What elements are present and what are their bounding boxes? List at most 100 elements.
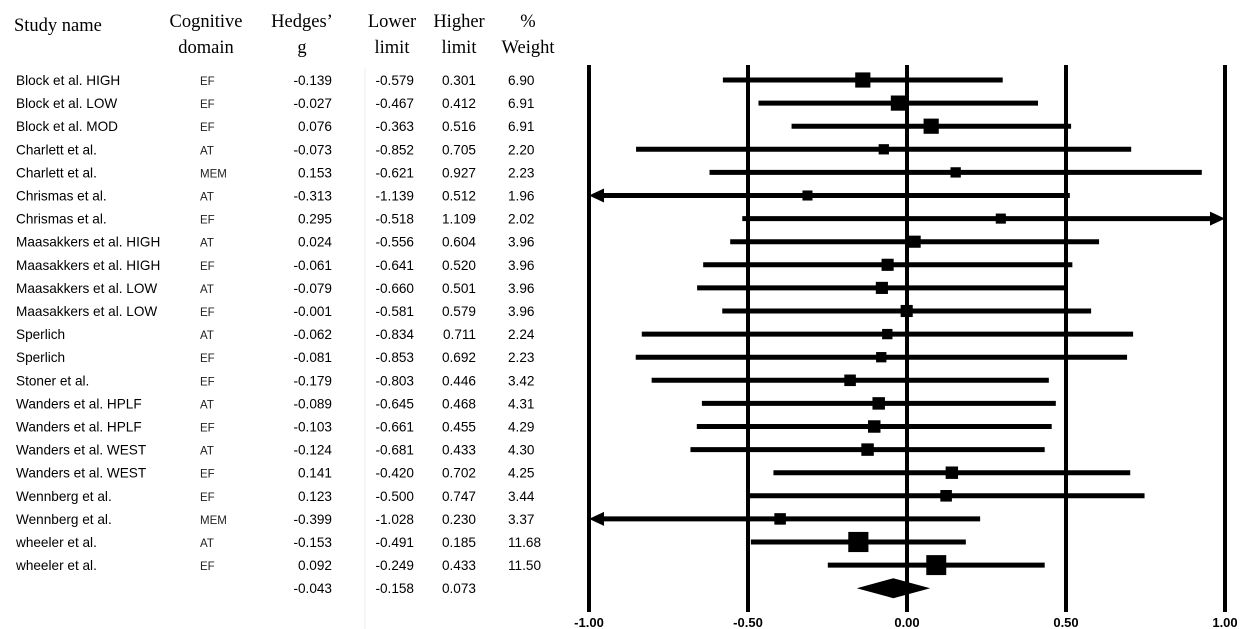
lower-limit-cell: -0.581 [375,304,414,319]
study-name-cell: Block et al. LOW [16,96,117,111]
effect-size-marker [774,513,786,525]
study-name-cell: Chrismas et al. [16,189,107,204]
hedges-g-cell: 0.024 [298,235,332,250]
domain-cell: EF [200,492,215,504]
upper-limit-cell: 0.185 [442,535,476,550]
effect-size-marker [868,420,881,433]
lower-limit-cell: -0.852 [375,142,414,157]
study-name-cell: Maasakkers et al. LOW [16,281,157,296]
study-name-cell: Maasakkers et al. HIGH [16,258,160,273]
header-lower-limit-line2: limit [375,38,411,58]
lower-limit-cell: -1.028 [375,512,414,527]
hedges-g-cell: -0.089 [293,396,332,411]
study-name-cell: Wanders et al. WEST [16,443,146,458]
study-name-cell: Sperlich [16,350,65,365]
domain-cell: EF [200,76,215,88]
ci-arrow-right [1210,211,1225,226]
upper-limit-cell: 0.301 [442,73,476,88]
domain-cell: EF [200,376,215,388]
effect-size-marker [945,466,959,479]
upper-limit-cell: 0.501 [442,281,476,296]
domain-cell: MEM [200,515,227,527]
weight-cell: 3.37 [508,512,534,527]
summary-hedges-g: -0.043 [293,581,332,596]
study-name-cell: Wanders et al. HPLF [16,396,142,411]
lower-limit-cell: -0.500 [375,489,414,504]
domain-cell: AT [200,145,214,157]
lower-limit-cell: -0.645 [375,396,414,411]
lower-limit-cell: -0.467 [375,96,414,111]
hedges-g-cell: -0.103 [293,420,332,435]
x-tick-label: -1.00 [574,615,604,629]
effect-size-marker [908,235,921,248]
header-hedges-g-line2: g [297,38,306,58]
hedges-g-cell: 0.153 [298,165,332,180]
domain-cell: AT [200,284,214,296]
header-cognitive-domain-line2: domain [178,38,234,58]
upper-limit-cell: 0.702 [442,466,476,481]
study-name-cell: Charlett et al. [16,142,97,157]
hedges-g-cell: -0.073 [293,142,332,157]
study-name-cell: Wanders et al. WEST [16,466,146,481]
hedges-g-cell: -0.001 [293,304,332,319]
domain-cell: AT [200,238,214,250]
upper-limit-cell: 0.604 [442,235,476,250]
domain-cell: EF [200,122,215,134]
hedges-g-cell: 0.141 [298,466,332,481]
weight-cell: 11.50 [508,558,541,573]
upper-limit-cell: 0.446 [442,373,476,388]
domain-cell: EF [200,99,215,111]
domain-cell: AT [200,399,214,411]
weight-cell: 4.25 [508,466,534,481]
weight-cell: 11.68 [508,535,541,550]
forest-plot: -1.00 -0.50 0.00 0.50 1.00 [574,65,1238,629]
weight-cell: 3.96 [508,281,534,296]
x-tick-label: 1.00 [1212,615,1237,629]
weight-cell: 2.23 [508,350,534,365]
effect-size-marker [940,490,952,502]
lower-limit-cell: -0.621 [375,165,414,180]
study-name-cell: Wennberg et al. [16,512,112,527]
effect-size-marker [872,397,885,410]
hedges-g-cell: 0.295 [298,212,332,227]
table-header: Study name Cognitive domain Hedges’ g Lower li… [14,12,555,58]
upper-limit-cell: 0.230 [442,512,476,527]
upper-limit-cell: 0.512 [442,189,476,204]
effect-size-marker [878,144,889,155]
upper-limit-cell: 0.516 [442,119,476,134]
effect-size-marker [900,304,913,318]
domain-cell: EF [200,215,215,227]
effect-size-marker [926,555,947,576]
header-higher-limit-line2: limit [442,38,478,58]
lower-limit-cell: -0.579 [375,73,414,88]
study-table: Block et al. HIGH EF -0.139 -0.579 0.301 6.90… [15,68,541,629]
effect-size-marker [861,443,874,456]
hedges-g-cell: 0.123 [298,489,332,504]
upper-limit-cell: 0.711 [443,327,476,342]
upper-limit-cell: 0.412 [442,96,476,111]
upper-limit-cell: 0.520 [442,258,476,273]
study-name-cell: wheeler et al. [15,535,97,550]
header-study-name: Study name [14,16,102,36]
domain-cell: AT [200,330,214,342]
effect-size-marker [875,281,888,294]
weight-cell: 3.44 [508,489,535,504]
lower-limit-cell: -0.660 [375,281,414,296]
header-weight-line2: Weight [502,38,556,58]
study-name-cell: Charlett et al. [16,165,97,180]
lower-limit-cell: -0.249 [375,558,414,573]
header-cognitive-domain-line1: Cognitive [170,12,243,32]
upper-limit-cell: 1.109 [442,212,476,227]
summary-diamond [856,578,931,599]
weight-cell: 2.02 [508,212,534,227]
weight-cell: 4.31 [508,396,534,411]
study-name-cell: Wennberg et al. [16,489,112,504]
weight-cell: 3.96 [508,258,534,273]
hedges-g-cell: 0.076 [298,119,332,134]
hedges-g-cell: 0.092 [298,558,332,573]
hedges-g-cell: -0.124 [293,443,332,458]
lower-limit-cell: -0.363 [375,119,414,134]
hedges-g-cell: -0.027 [293,96,332,111]
weight-cell: 1.96 [508,189,534,204]
header-lower-limit-line1: Lower [368,12,416,32]
